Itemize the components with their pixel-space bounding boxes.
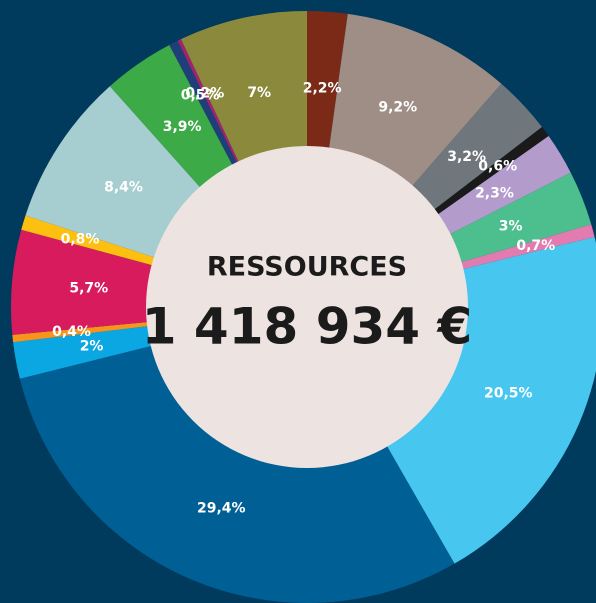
slice-label: 3,9% (163, 119, 202, 135)
center-hole (146, 146, 468, 468)
slice-label: 0,2% (185, 85, 224, 101)
labels: 2,2%9,2%3,2%0,6%2,3%3%0,7%20,5%29,4%2%0,… (52, 80, 555, 516)
slice-label: 2% (80, 339, 104, 355)
slice-label: 0,7% (516, 238, 555, 254)
center-value: 1 418 934 € (142, 298, 473, 356)
slice-label: 3% (499, 218, 523, 234)
slice-label: 29,4% (197, 501, 246, 517)
slice-label: 8,4% (104, 179, 143, 195)
slice-label: 2,2% (303, 80, 342, 96)
slice-label: 7% (247, 85, 271, 101)
slice-label: 0,5% (181, 88, 220, 104)
slice-label: 20,5% (484, 385, 533, 401)
slice-label: 9,2% (378, 100, 417, 116)
slice-label: 0,4% (52, 324, 91, 340)
center-title: RESSOURCES (207, 252, 407, 283)
slice-label: 0,6% (478, 159, 517, 175)
slice-label: 3,2% (447, 149, 486, 165)
slice-label: 0,8% (61, 232, 100, 248)
slice-label: 2,3% (475, 186, 514, 202)
slice-label: 5,7% (69, 280, 108, 296)
